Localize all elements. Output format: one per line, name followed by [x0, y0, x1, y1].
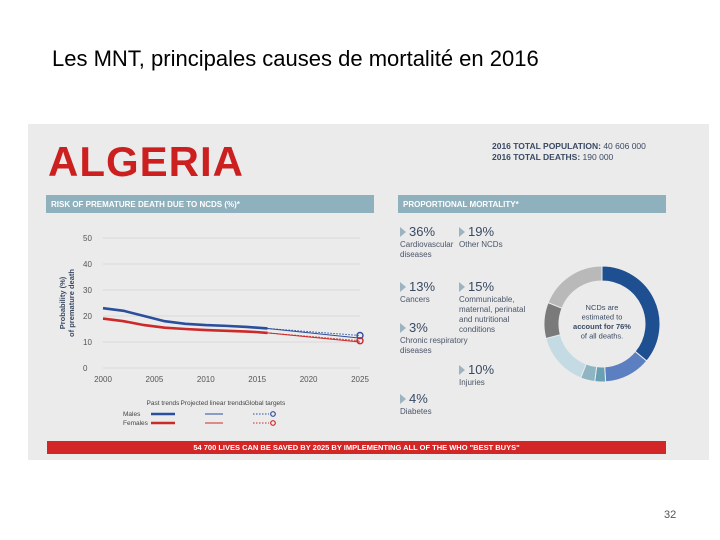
x-tick-label: 2015: [248, 375, 266, 384]
x-tick-label: 2020: [300, 375, 318, 384]
series-females-past: [102, 317, 268, 335]
legend-target-marker: [270, 420, 276, 426]
y-tick-label: 0: [83, 364, 88, 373]
lives-saved-banner: 54 700 LIVES CAN BE SAVED BY 2025 BY IMP…: [47, 441, 666, 454]
donut-center-text: NCDs are estimated to account for 76% of al…: [573, 303, 631, 341]
triangle-marker-icon: [400, 227, 406, 237]
mortality-label: Cancers: [400, 295, 430, 304]
triangle-marker-icon: [400, 282, 406, 292]
total-population-value: 40 606 000: [603, 141, 646, 151]
donut-slice: [604, 350, 648, 383]
triangle-marker-icon: [400, 323, 406, 333]
triangle-marker-icon: [459, 282, 465, 292]
proportional-mortality-donut: NCDs are estimated to account for 76% of al…: [543, 265, 661, 383]
donut-slice: [545, 334, 587, 379]
legend-target-marker: [270, 411, 276, 417]
x-tick-label: 2005: [146, 375, 164, 384]
x-tick-label: 2010: [197, 375, 215, 384]
legend-column-label: Past trends: [147, 400, 181, 407]
legend-row-label: Males: [123, 411, 141, 418]
legend-column-label: Projected linear trends: [180, 400, 246, 407]
mortality-percent: 19%: [468, 224, 495, 239]
mortality-label: Other NCDs: [459, 240, 503, 249]
mortality-label: Communicable, maternal, perinatal and nu…: [459, 295, 526, 334]
mortality-label: Chronic respiratory diseases: [400, 336, 468, 355]
triangle-marker-icon: [459, 227, 465, 237]
mortality-percent: 4%: [409, 391, 428, 406]
total-deaths-value: 190 000: [582, 152, 614, 162]
mortality-percent: 36%: [409, 224, 436, 239]
proportional-section-header: PROPORTIONAL MORTALITY*: [398, 195, 666, 213]
page-number: 32: [664, 509, 677, 521]
mortality-label: Injuries: [459, 378, 485, 387]
mortality-percent: 15%: [468, 279, 495, 294]
series-males-target: [267, 327, 361, 336]
mortality-percent: 10%: [468, 362, 495, 377]
slide-title: Les MNT, principales causes de mortalité…: [52, 46, 539, 71]
y-axis-label: Probability (%)of premature death: [58, 269, 76, 337]
country-name: ALGERIA: [48, 138, 244, 185]
y-tick-label: 50: [83, 234, 92, 243]
target-marker: [356, 336, 364, 345]
y-tick-label: 30: [83, 286, 92, 295]
donut-slice: [543, 301, 563, 340]
mortality-label: Cardiovascular diseases: [400, 240, 454, 259]
total-population-label: 2016 TOTAL POPULATION:: [492, 141, 601, 151]
legend-column-label: Global targets: [245, 400, 286, 407]
legend-row-label: Females: [123, 420, 149, 426]
mortality-percent: 3%: [409, 320, 428, 335]
series-males-past: [102, 306, 268, 330]
series-females-target: [267, 332, 361, 342]
x-tick-label: 2000: [94, 375, 112, 384]
country-profile-infographic: ALGERIA 2016 TOTAL POPULATION: 40 606 00…: [28, 124, 709, 460]
donut-slice: [547, 265, 603, 309]
population-stats: 2016 TOTAL POPULATION: 40 606 000 2016 T…: [492, 141, 646, 163]
mortality-label: Diabetes: [400, 407, 432, 416]
target-marker: [356, 331, 364, 340]
premature-death-line-chart: 0 10 20 30 40 50 2000 2005 2010 2015 2020 2025 Proba…: [58, 234, 369, 426]
total-deaths-label: 2016 TOTAL DEATHS:: [492, 152, 581, 162]
risk-section-header: RISK OF PREMATURE DEATH DUE TO NCDS (%)*: [46, 195, 374, 213]
y-tick-label: 40: [83, 260, 92, 269]
x-tick-label: 2025: [351, 375, 369, 384]
y-tick-label: 10: [83, 338, 92, 347]
mortality-percent: 13%: [409, 279, 436, 294]
y-tick-label: 20: [83, 312, 92, 321]
triangle-marker-icon: [459, 365, 465, 375]
triangle-marker-icon: [400, 394, 406, 404]
